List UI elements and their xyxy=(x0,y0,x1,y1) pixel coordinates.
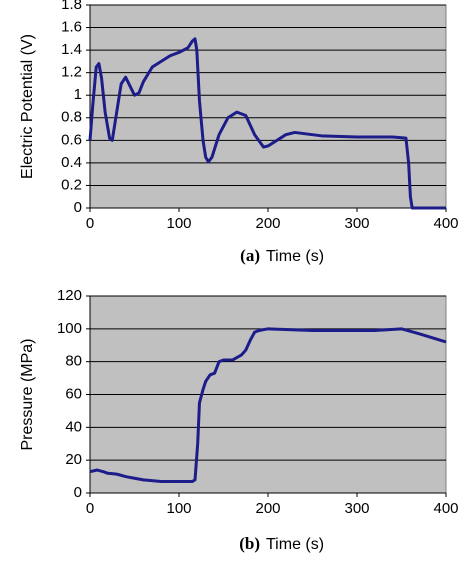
x-tick-label: 100 xyxy=(166,500,191,517)
y-tick-label: 80 xyxy=(65,353,82,370)
x-tick-label: 200 xyxy=(255,215,280,232)
plot-area xyxy=(89,4,447,209)
y-tick-label: 1.6 xyxy=(61,19,82,36)
x-axis-label: Time (s) xyxy=(266,248,324,265)
panel-label: (a) xyxy=(240,246,260,265)
x-tick-label: 0 xyxy=(86,215,94,232)
panel-label: (b) xyxy=(239,534,260,553)
y-axis-label: Pressure (MPa) xyxy=(19,338,36,450)
y-tick-label: 1.4 xyxy=(61,41,82,58)
x-tick-label: 100 xyxy=(166,215,191,232)
y-tick-label: 60 xyxy=(65,385,82,402)
y-tick-label: 40 xyxy=(65,418,82,435)
x-tick-label: 300 xyxy=(344,215,369,232)
y-tick-label: 0.2 xyxy=(61,176,82,193)
x-tick-label: 400 xyxy=(433,215,458,232)
y-tick-label: 1.2 xyxy=(61,64,82,81)
y-tick-label: 20 xyxy=(65,451,82,468)
x-tick-label: 0 xyxy=(86,500,94,517)
y-tick-label: 0.4 xyxy=(61,154,82,171)
data-line xyxy=(89,327,447,484)
y-tick-label: 100 xyxy=(57,320,82,337)
y-tick-label: 1 xyxy=(74,86,82,103)
y-tick-label: 0 xyxy=(74,199,82,216)
x-tick-label: 300 xyxy=(344,500,369,517)
y-axis-label: Electric Potential (V) xyxy=(19,34,36,179)
y-tick-label: 0 xyxy=(74,484,82,501)
x-axis-label: Time (s) xyxy=(266,536,324,553)
data-line xyxy=(88,37,446,210)
y-tick-label: 120 xyxy=(57,287,82,304)
x-tick-label: 200 xyxy=(255,500,280,517)
y-tick-label: 0.6 xyxy=(61,131,82,148)
x-tick-label: 400 xyxy=(433,500,458,517)
y-tick-label: 0.8 xyxy=(61,109,82,126)
y-tick-label: 1.8 xyxy=(61,0,82,13)
